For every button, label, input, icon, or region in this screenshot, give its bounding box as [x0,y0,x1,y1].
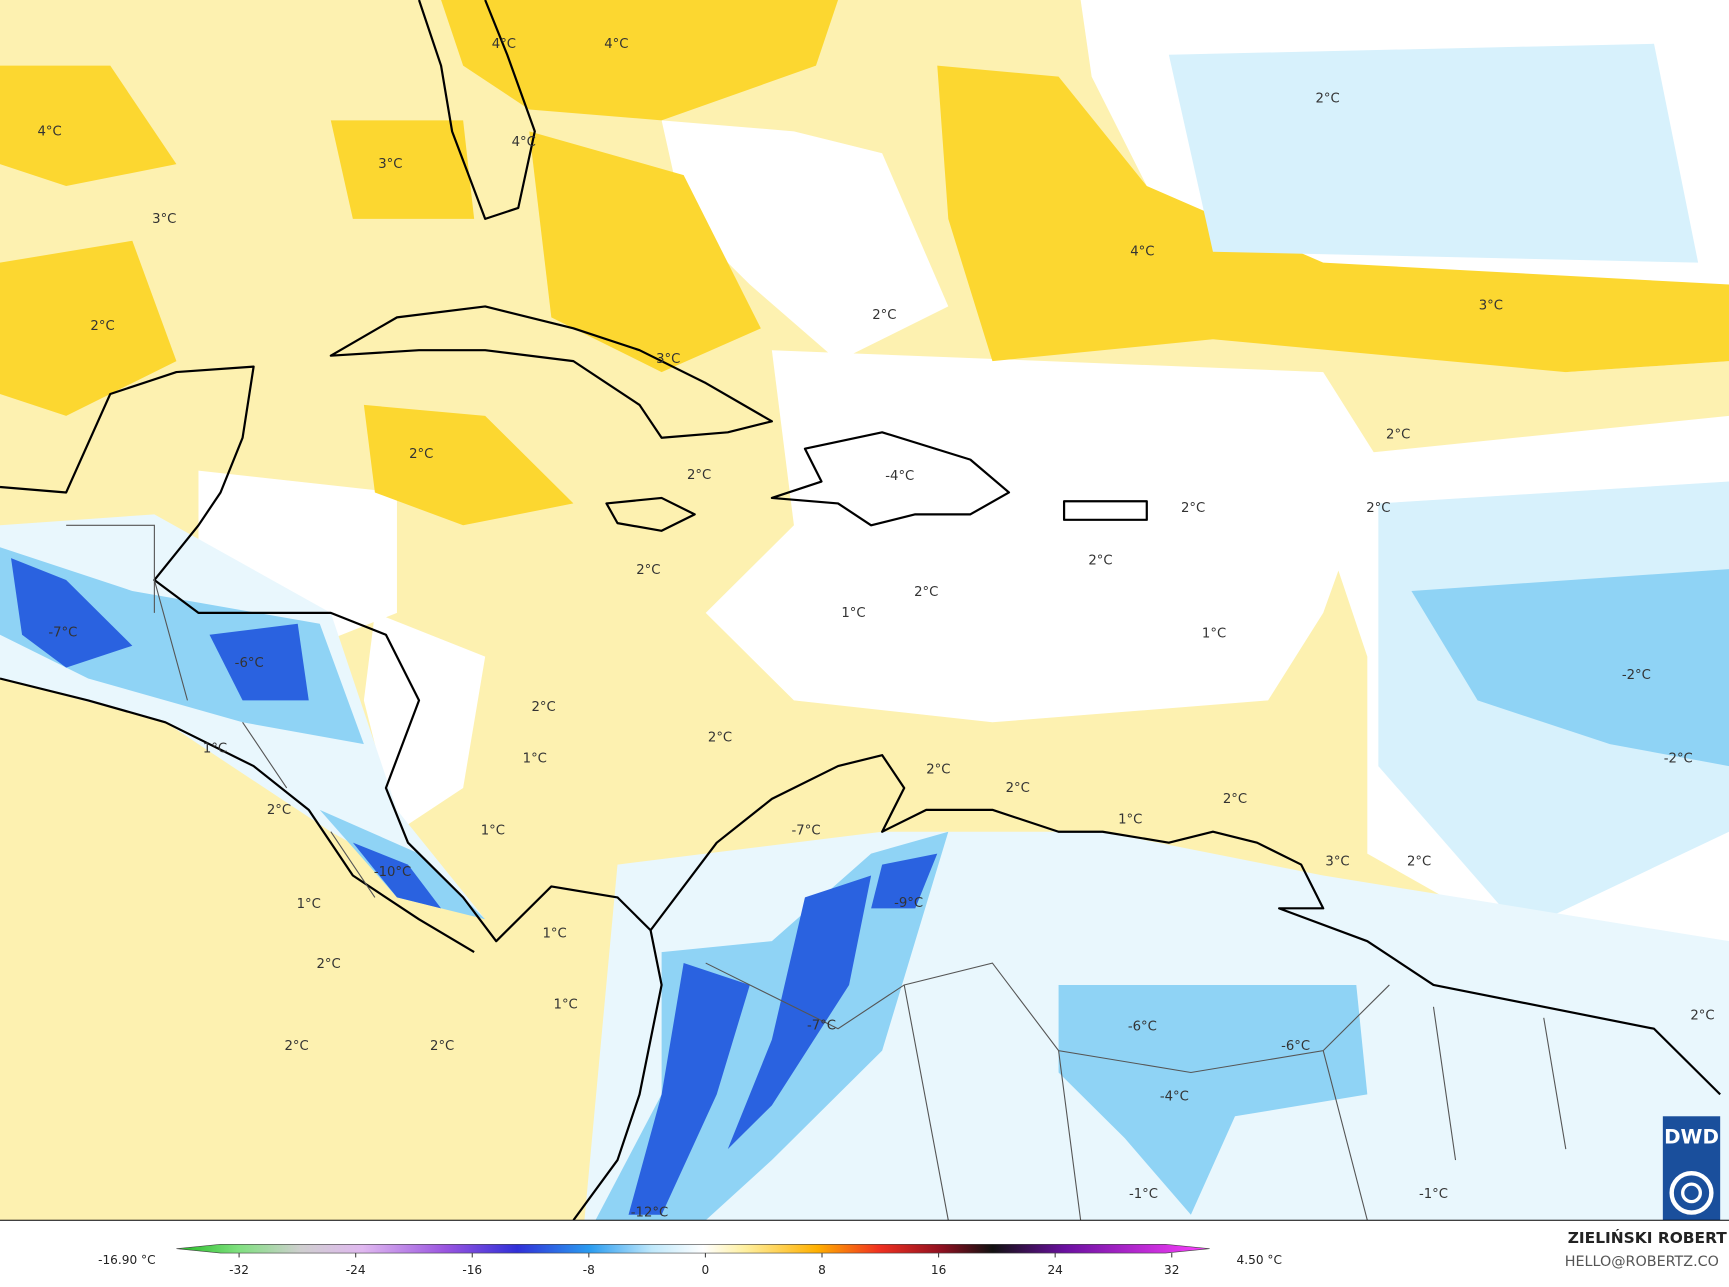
contour-label: 2°C [1006,781,1030,796]
colorbar-tick-label: 24 [1047,1263,1062,1277]
colorbar-tick-label: -24 [346,1263,366,1277]
contour-label: -1°C [1129,1187,1158,1202]
contour-label: 2°C [1181,501,1205,516]
contour-label: 1°C [203,742,227,757]
contour-label: 3°C [378,157,402,172]
contour-label: 2°C [872,308,896,323]
contour-label: 3°C [656,352,680,367]
contour-label: 2°C [90,319,114,334]
contour-label: 4°C [604,37,628,52]
colorbar-bar [176,1244,1210,1254]
contour-label: 1°C [523,751,547,766]
contour-label: 2°C [708,731,732,746]
contour-label: 1°C [1202,627,1226,642]
contour-label: 2°C [430,1039,454,1054]
contour-label: 1°C [1118,813,1142,828]
contour-label: 3°C [152,212,176,227]
contour-label: 2°C [1407,854,1431,869]
contour-label: 2°C [914,585,938,600]
colorbar-tick-label: 8 [818,1263,826,1277]
contour-label: -1°C [1419,1187,1448,1202]
contour-label: -7°C [48,626,77,641]
contour-label: 1°C [554,998,578,1013]
contour-label: -12°C [631,1206,668,1221]
contour-label: 2°C [1088,553,1112,568]
colorbar-min: -16.90 °C [98,1253,155,1267]
contour-label: -2°C [1622,668,1651,683]
contour-label: 2°C [284,1039,308,1054]
contour-label: 2°C [1223,792,1247,807]
contour-label: 3°C [1479,298,1503,313]
contour-label: 2°C [687,468,711,483]
contour-label: -9°C [894,896,923,911]
contour-label: 2°C [1690,1009,1714,1024]
field [0,0,1729,1221]
contour-label: -7°C [792,824,821,839]
contour-label: 4°C [1130,245,1154,260]
contour-label: 4°C [512,135,536,150]
contour-label: 2°C [1386,427,1410,442]
contour-label: 2°C [926,762,950,777]
contour-label: -6°C [1281,1039,1310,1054]
contour-label: 2°C [636,563,660,578]
contour-labels: 4°C 4°C 4°C 4°C 4°C 3°C 3°C 3°C 3°C 3°C 2°C 2°C 2°C 2… [37,37,1714,1221]
author: ZIELIŃSKI ROBERT [1568,1228,1728,1247]
contour-label: 1°C [297,897,321,912]
contact: HELLO@ROBERTZ.CO [1565,1254,1719,1270]
contour-label: 4°C [492,37,516,52]
colorbar-tick-label: -8 [583,1263,595,1277]
logo-text: DWD [1664,1126,1719,1149]
contour-label: 1°C [841,606,865,621]
colorbar-max: 4.50 °C [1237,1253,1282,1267]
contour-label: -7°C [807,1018,836,1033]
colorbar-tick-label: -16 [462,1263,482,1277]
colorbar-tick-label: 0 [702,1263,710,1277]
contour-label: 2°C [316,957,340,972]
contour-label: 4°C [37,124,61,139]
contour-label: 3°C [1325,854,1349,869]
contour-label: 2°C [267,803,291,818]
contour-label: -2°C [1664,751,1693,766]
colorbar-tick-label: -32 [229,1263,249,1277]
coastlines [0,0,1721,1221]
contour-label: -6°C [235,656,264,671]
contour-label: -6°C [1128,1020,1157,1035]
contour-label: -4°C [1160,1090,1189,1105]
contour-label: 1°C [481,824,505,839]
contour-label: -10°C [374,865,411,880]
colorbar: -16.90 °C 4.50 °C -32 -24 -16 -8 0 8 16 24 32 [98,1244,1282,1277]
contour-label: 2°C [409,447,433,462]
contour-label: 1°C [543,927,567,942]
borders [66,524,1567,1221]
contour-label: 2°C [531,700,555,715]
contour-label: -4°C [885,469,914,484]
colorbar-tick-label: 32 [1164,1263,1179,1277]
colorbar-tick-label: 16 [931,1263,946,1277]
contour-label: 2°C [1366,501,1390,516]
contour-label: 2°C [1315,92,1339,107]
